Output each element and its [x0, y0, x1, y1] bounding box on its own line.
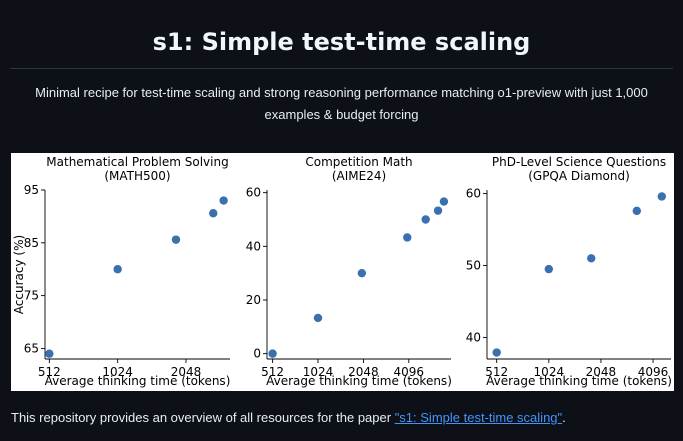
data-point-0-0 — [45, 349, 54, 358]
y-tick-label-1: 40 — [246, 239, 261, 253]
x-tick-label-2: 1024 — [534, 365, 565, 379]
footer-sentence: This repository provides an overview of … — [11, 410, 395, 425]
data-point-2-0 — [492, 348, 501, 357]
title-divider — [10, 68, 673, 69]
page-subtitle: Minimal recipe for test-time scaling and… — [35, 85, 648, 122]
data-point-1-6 — [439, 197, 449, 206]
x-tick-label-2: 4096 — [638, 365, 669, 379]
x-tick-label-1: 2048 — [348, 365, 379, 379]
x-axis-label-0: Average thinking time (tokens) — [45, 374, 231, 388]
chart-title-0: Mathematical Problem Solving — [46, 155, 228, 169]
data-point-2-4 — [657, 192, 666, 201]
data-point-1-5 — [433, 206, 443, 215]
page-title: s1: Simple test-time scaling — [152, 28, 531, 56]
x-tick-label-2: 2048 — [586, 365, 617, 379]
data-point-2-2 — [587, 254, 596, 263]
data-point-0-3 — [209, 209, 218, 218]
chart-title-2: PhD-Level Science Questions — [492, 155, 666, 169]
y-tick-label-0: 85 — [24, 236, 39, 250]
data-point-1-1 — [313, 313, 323, 323]
y-tick-label-2: 50 — [466, 259, 481, 273]
scatter-charts: Mathematical Problem Solving(MATH500) 65 7… — [12, 155, 672, 388]
y-tick-label-1: 0 — [253, 347, 261, 361]
y-axis-label-0: Accuracy (%) — [12, 235, 26, 314]
y-tick-label-1: 60 — [246, 186, 261, 200]
data-point-1-0 — [268, 349, 277, 358]
data-point-1-2 — [357, 268, 367, 278]
data-point-0-4 — [219, 196, 228, 205]
y-tick-label-2: 40 — [466, 330, 481, 344]
chart-subtitle-0: (MATH500) — [104, 169, 170, 183]
y-tick-label-0: 75 — [24, 289, 39, 303]
chart-title-1: Competition Math — [305, 155, 412, 169]
data-point-0-2 — [171, 235, 181, 244]
chart-subtitle-1: (AIME24) — [332, 169, 386, 183]
x-tick-label-0: 512 — [38, 365, 61, 379]
footer-text: This repository provides an overview of … — [11, 410, 671, 425]
data-point-1-4 — [421, 215, 430, 224]
x-axis-label-1: Average thinking time (tokens) — [266, 374, 452, 388]
data-point-0-1 — [113, 265, 122, 274]
y-tick-label-0: 95 — [24, 183, 39, 197]
x-axis-label-2: Average thinking time (tokens) — [486, 374, 672, 388]
results-figure: Mathematical Problem Solving (MATH500) 65 7… — [11, 153, 674, 391]
y-tick-label-2: 60 — [466, 187, 481, 201]
x-tick-label-1: 512 — [261, 365, 284, 379]
x-tick-label-0: 1024 — [102, 365, 133, 379]
y-tick-label-1: 20 — [246, 293, 261, 307]
paper-link[interactable]: "s1: Simple test-time scaling" — [394, 410, 563, 425]
chart-subtitle-2: (GPQA Diamond) — [528, 169, 630, 183]
x-tick-label-2: 512 — [485, 365, 508, 379]
y-tick-label-0: 65 — [24, 341, 39, 355]
data-point-2-3 — [632, 206, 642, 216]
x-tick-label-0: 2048 — [171, 365, 202, 379]
footer-suffix: . — [562, 410, 566, 425]
data-point-2-1 — [544, 264, 554, 274]
x-tick-label-1: 4096 — [394, 365, 425, 379]
data-point-1-3 — [403, 233, 412, 242]
x-tick-label-1: 1024 — [303, 365, 334, 379]
